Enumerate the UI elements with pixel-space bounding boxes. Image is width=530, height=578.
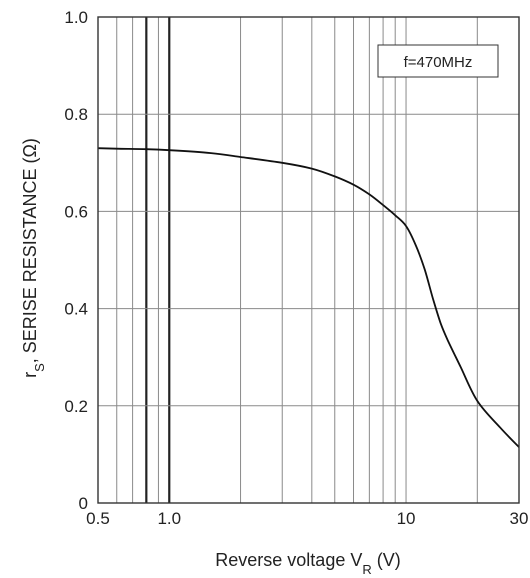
- y-tick-label: 0.8: [64, 105, 88, 124]
- plot-frame: [97, 16, 520, 504]
- y-axis-title: rS, SERISE RESISTANCE (Ω): [20, 138, 47, 378]
- x-axis-title-subscript: R: [362, 562, 371, 577]
- y-tick-labels: 0 0.2 0.4 0.6 0.8 1.0: [64, 8, 88, 513]
- x-tick-labels: 0.5 1.0 10 30: [86, 509, 528, 528]
- y-tick-label: 0.4: [64, 300, 88, 319]
- x-axis-title-unit: (V): [372, 550, 401, 570]
- frequency-annotation: f=470MHz: [404, 54, 473, 71]
- x-tick-label: 0.5: [86, 509, 110, 528]
- y-tick-label: 0: [79, 494, 88, 513]
- y-tick-label: 0.6: [64, 202, 88, 221]
- y-tick-label: 1.0: [64, 8, 88, 27]
- series-layer: [97, 147, 520, 448]
- x-tick-label: 30: [510, 509, 529, 528]
- resistance-curve: [97, 147, 520, 448]
- x-tick-label: 1.0: [157, 509, 181, 528]
- x-axis-title: Reverse voltage VR (V): [215, 550, 400, 577]
- x-tick-label: 10: [397, 509, 416, 528]
- y-axis-title-subscript: S: [32, 363, 47, 372]
- y-axis-title-main: r: [20, 372, 40, 378]
- grid: [97, 16, 520, 504]
- legend-box: f=470MHz: [377, 44, 499, 78]
- y-axis-title-rest: , SERISE RESISTANCE (Ω): [20, 138, 40, 363]
- y-tick-label: 0.2: [64, 397, 88, 416]
- x-axis-title-main: Reverse voltage V: [215, 550, 362, 570]
- legend-frame: [377, 44, 499, 78]
